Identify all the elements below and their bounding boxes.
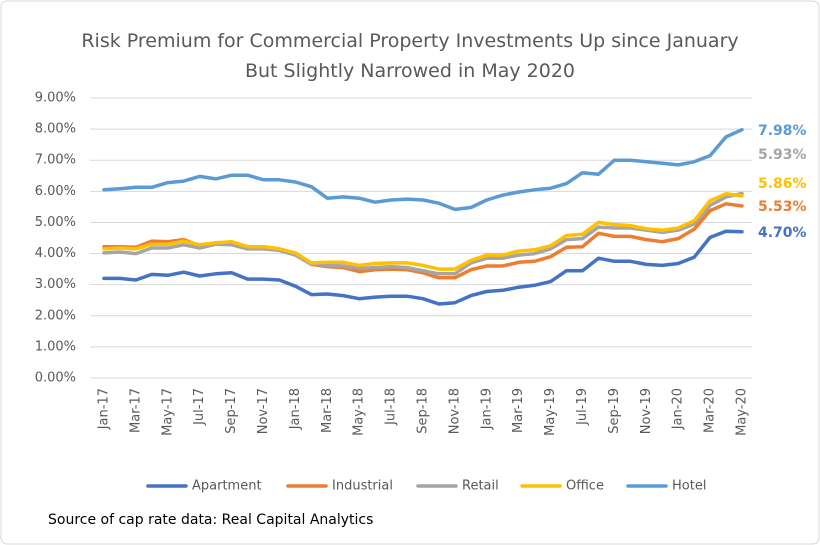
data-label: 4.70% bbox=[758, 225, 807, 241]
y-tick-label: 8.00% bbox=[35, 122, 76, 137]
y-tick-label: 3.00% bbox=[35, 277, 76, 292]
x-tick-label: May-19 bbox=[543, 388, 558, 436]
data-label: 5.86% bbox=[758, 176, 807, 192]
legend-label: Industrial bbox=[332, 479, 393, 494]
x-tick-label: Sep-17 bbox=[224, 388, 239, 434]
y-tick-label: 1.00% bbox=[35, 339, 76, 354]
x-tick-label: Jul-19 bbox=[575, 388, 590, 426]
data-label: 5.53% bbox=[758, 199, 807, 215]
source-note: Source of cap rate data: Real Capital An… bbox=[48, 512, 374, 528]
y-tick-label: 7.00% bbox=[35, 153, 76, 168]
x-tick-label: Jul-17 bbox=[192, 388, 207, 426]
x-tick-label: Mar-17 bbox=[128, 388, 143, 433]
data-label: 7.98% bbox=[758, 123, 807, 139]
x-tick-label: Sep-19 bbox=[607, 388, 622, 434]
x-tick-label: Mar-19 bbox=[511, 388, 526, 433]
x-tick-label: May-20 bbox=[735, 388, 750, 436]
y-tick-label: 6.00% bbox=[35, 184, 76, 199]
x-tick-label: Mar-18 bbox=[320, 388, 335, 433]
x-tick-label: Jan-20 bbox=[671, 388, 686, 430]
series-line bbox=[102, 192, 744, 271]
legend-label: Retail bbox=[462, 479, 499, 494]
x-tick-label: Mar-20 bbox=[703, 388, 718, 433]
y-tick-label: 9.00% bbox=[35, 91, 76, 106]
data-label: 5.93% bbox=[758, 147, 807, 163]
x-tick-label: Nov-19 bbox=[639, 388, 654, 434]
y-tick-label: 2.00% bbox=[35, 308, 76, 323]
legend-label: Apartment bbox=[192, 479, 262, 494]
y-tick-label: 0.00% bbox=[35, 371, 76, 386]
series-line bbox=[102, 229, 744, 306]
chart-title: Risk Premium for Commercial Property Inv… bbox=[81, 30, 739, 82]
y-tick-label: 5.00% bbox=[35, 215, 76, 230]
x-tick-label: Jan-18 bbox=[288, 388, 303, 430]
legend-label: Office bbox=[566, 479, 604, 494]
series-line bbox=[102, 127, 744, 212]
x-tick-label: May-18 bbox=[352, 388, 367, 436]
x-tick-label: Jul-18 bbox=[384, 388, 399, 426]
series-line bbox=[102, 191, 744, 276]
x-tick-label: Jan-19 bbox=[479, 388, 494, 430]
x-tick-label: Nov-17 bbox=[256, 388, 271, 434]
x-tick-label: May-17 bbox=[160, 388, 175, 436]
legend-label: Hotel bbox=[672, 479, 706, 494]
x-tick-label: Nov-18 bbox=[447, 388, 462, 434]
x-tick-label: Jan-17 bbox=[97, 388, 112, 430]
y-tick-label: 4.00% bbox=[35, 246, 76, 261]
x-tick-label: Sep-18 bbox=[416, 388, 431, 434]
